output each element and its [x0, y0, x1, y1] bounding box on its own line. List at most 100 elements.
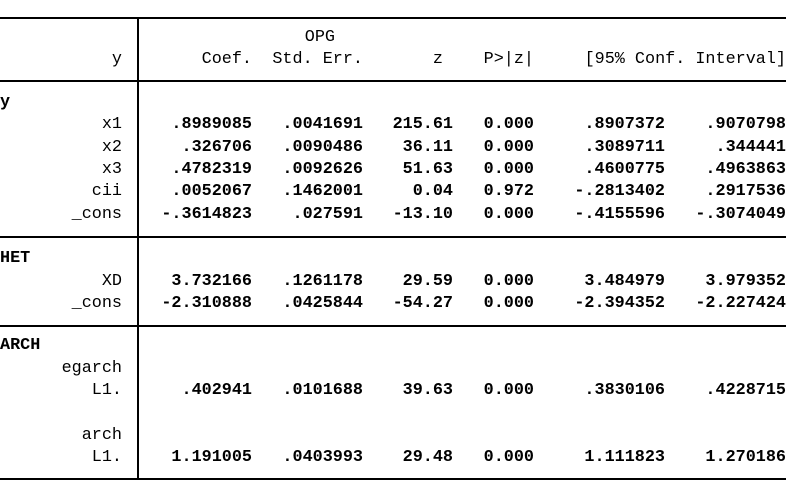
table-row: L1. .402941 .0101688 39.63 0.000 .383010…	[0, 380, 808, 402]
equation-section-y: y x1 .8989085 .0041691 215.61 0.000 .890…	[0, 82, 808, 236]
column-divider-line	[137, 17, 139, 480]
cell-pvalue: 0.000	[483, 115, 534, 135]
row-label: L1.	[91, 448, 122, 468]
cell-ci-lower: -2.394352	[574, 293, 665, 313]
cell-pvalue: 0.000	[483, 271, 534, 291]
cell-coef: .402941	[181, 381, 253, 401]
stderr-group-label: OPG	[304, 28, 335, 47]
header-spacer	[0, 27, 137, 49]
table-row: XD 3.732166 .1261178 29.59 0.000 3.48497…	[0, 271, 808, 293]
bottom-rule	[0, 477, 786, 480]
section-rule	[0, 325, 786, 328]
cell-ci-lower: 3.484979	[584, 271, 665, 291]
row-label: XD	[101, 271, 122, 291]
cell-ci-upper: .2917536	[705, 182, 786, 202]
cell-stderr: .0425844	[282, 293, 363, 313]
cell-coef: .8989085	[171, 115, 252, 135]
cell-z: 215.61	[392, 115, 453, 135]
col-header-coef: Coef.	[201, 50, 252, 70]
cell-stderr: .0090486	[282, 137, 363, 157]
col-header-conf-interval: [95% Conf. Interval]	[584, 50, 786, 70]
col-header-z: z	[432, 50, 443, 70]
equation-name: HET	[0, 249, 31, 269]
equation-name: y	[0, 92, 11, 112]
row-label: L1.	[91, 381, 122, 401]
cell-z: -13.10	[392, 204, 453, 224]
row-label: _cons	[71, 293, 122, 313]
section-header-row: y	[0, 92, 808, 114]
section-header-row: HET	[0, 248, 808, 270]
col-header-pvalue: P>|z|	[483, 50, 534, 70]
cell-ci-upper: -.3074049	[695, 204, 786, 224]
cell-ci-lower: .8907372	[584, 115, 665, 135]
col-header-depvar: y	[111, 50, 122, 70]
table-row: x2 .326706 .0090486 36.11 0.000 .3089711…	[0, 137, 808, 159]
cell-coef: -2.310888	[161, 293, 252, 313]
cell-stderr: .027591	[292, 204, 364, 224]
row-label: arch	[81, 425, 122, 445]
cell-coef: 1.191005	[171, 448, 252, 468]
cell-pvalue: 0.000	[483, 448, 534, 468]
cell-pvalue: 0.000	[483, 204, 534, 224]
cell-z: 36.11	[402, 137, 453, 157]
cell-ci-upper: .4228715	[705, 381, 786, 401]
cell-z: 0.04	[412, 182, 453, 202]
cell-z: 39.63	[402, 381, 453, 401]
header-rule	[0, 79, 786, 82]
cell-coef: 3.732166	[171, 271, 252, 291]
top-rule	[0, 17, 786, 19]
cell-stderr: .1462001	[282, 182, 363, 202]
equation-section-arch: ARCH egarch L1. .402941 .0101688 39.63 0…	[0, 327, 808, 477]
cell-stderr: .1261178	[282, 271, 363, 291]
cell-ci-upper: -2.227424	[695, 293, 786, 313]
section-rule	[0, 236, 786, 239]
cell-z: -54.27	[392, 293, 453, 313]
cell-z: 29.48	[402, 448, 453, 468]
section-header-row: ARCH	[0, 335, 808, 357]
cell-pvalue: 0.000	[483, 159, 534, 179]
table-row: x3 .4782319 .0092626 51.63 0.000 .460077…	[0, 159, 808, 181]
term-label-row: egarch	[0, 358, 808, 380]
cell-ci-upper: 3.979352	[705, 271, 786, 291]
header-group-row: OPG	[0, 27, 808, 49]
cell-ci-lower: .3830106	[584, 381, 665, 401]
cell-ci-lower: -.2813402	[574, 182, 665, 202]
cell-pvalue: 0.000	[483, 293, 534, 313]
cell-coef: .4782319	[171, 159, 252, 179]
cell-z: 29.59	[402, 271, 453, 291]
cell-coef: -.3614823	[161, 204, 252, 224]
cell-coef: .326706	[181, 137, 253, 157]
column-header-row: y Coef. Std. Err. z P>|z| [95% Conf. Int…	[0, 49, 808, 71]
cell-ci-upper: .9070798	[705, 115, 786, 135]
cell-stderr: .0403993	[282, 448, 363, 468]
cell-ci-upper: 1.270186	[705, 448, 786, 468]
equation-section-het: HET XD 3.732166 .1261178 29.59 0.000 3.4…	[0, 238, 808, 325]
cell-stderr: .0041691	[282, 115, 363, 135]
cell-ci-lower: .4600775	[584, 159, 665, 179]
spacer-row	[0, 402, 808, 424]
col-header-stderr: Std. Err.	[272, 50, 363, 70]
cell-coef: .0052067	[171, 182, 252, 202]
row-label: _cons	[71, 204, 122, 224]
cell-ci-upper: .4963863	[705, 159, 786, 179]
term-label-row: arch	[0, 425, 808, 447]
table-row: L1. 1.191005 .0403993 29.48 0.000 1.1118…	[0, 447, 808, 469]
row-label: cii	[91, 182, 122, 202]
cell-stderr: .0092626	[282, 159, 363, 179]
equation-name: ARCH	[0, 336, 41, 356]
cell-ci-lower: 1.111823	[584, 448, 665, 468]
table-row: _cons -.3614823 .027591 -13.10 0.000 -.4…	[0, 204, 808, 226]
cell-stderr: .0101688	[282, 381, 363, 401]
row-label: x1	[101, 115, 122, 135]
row-label: x2	[101, 137, 122, 157]
row-label: egarch	[61, 358, 122, 378]
table-row: _cons -2.310888 .0425844 -54.27 0.000 -2…	[0, 293, 808, 315]
cell-pvalue: 0.000	[483, 381, 534, 401]
cell-pvalue: 0.972	[483, 182, 534, 202]
table-row: cii .0052067 .1462001 0.04 0.972 -.28134…	[0, 181, 808, 203]
cell-z: 51.63	[402, 159, 453, 179]
row-label: x3	[101, 159, 122, 179]
cell-ci-lower: -.4155596	[574, 204, 665, 224]
cell-ci-upper: .344441	[715, 137, 787, 157]
